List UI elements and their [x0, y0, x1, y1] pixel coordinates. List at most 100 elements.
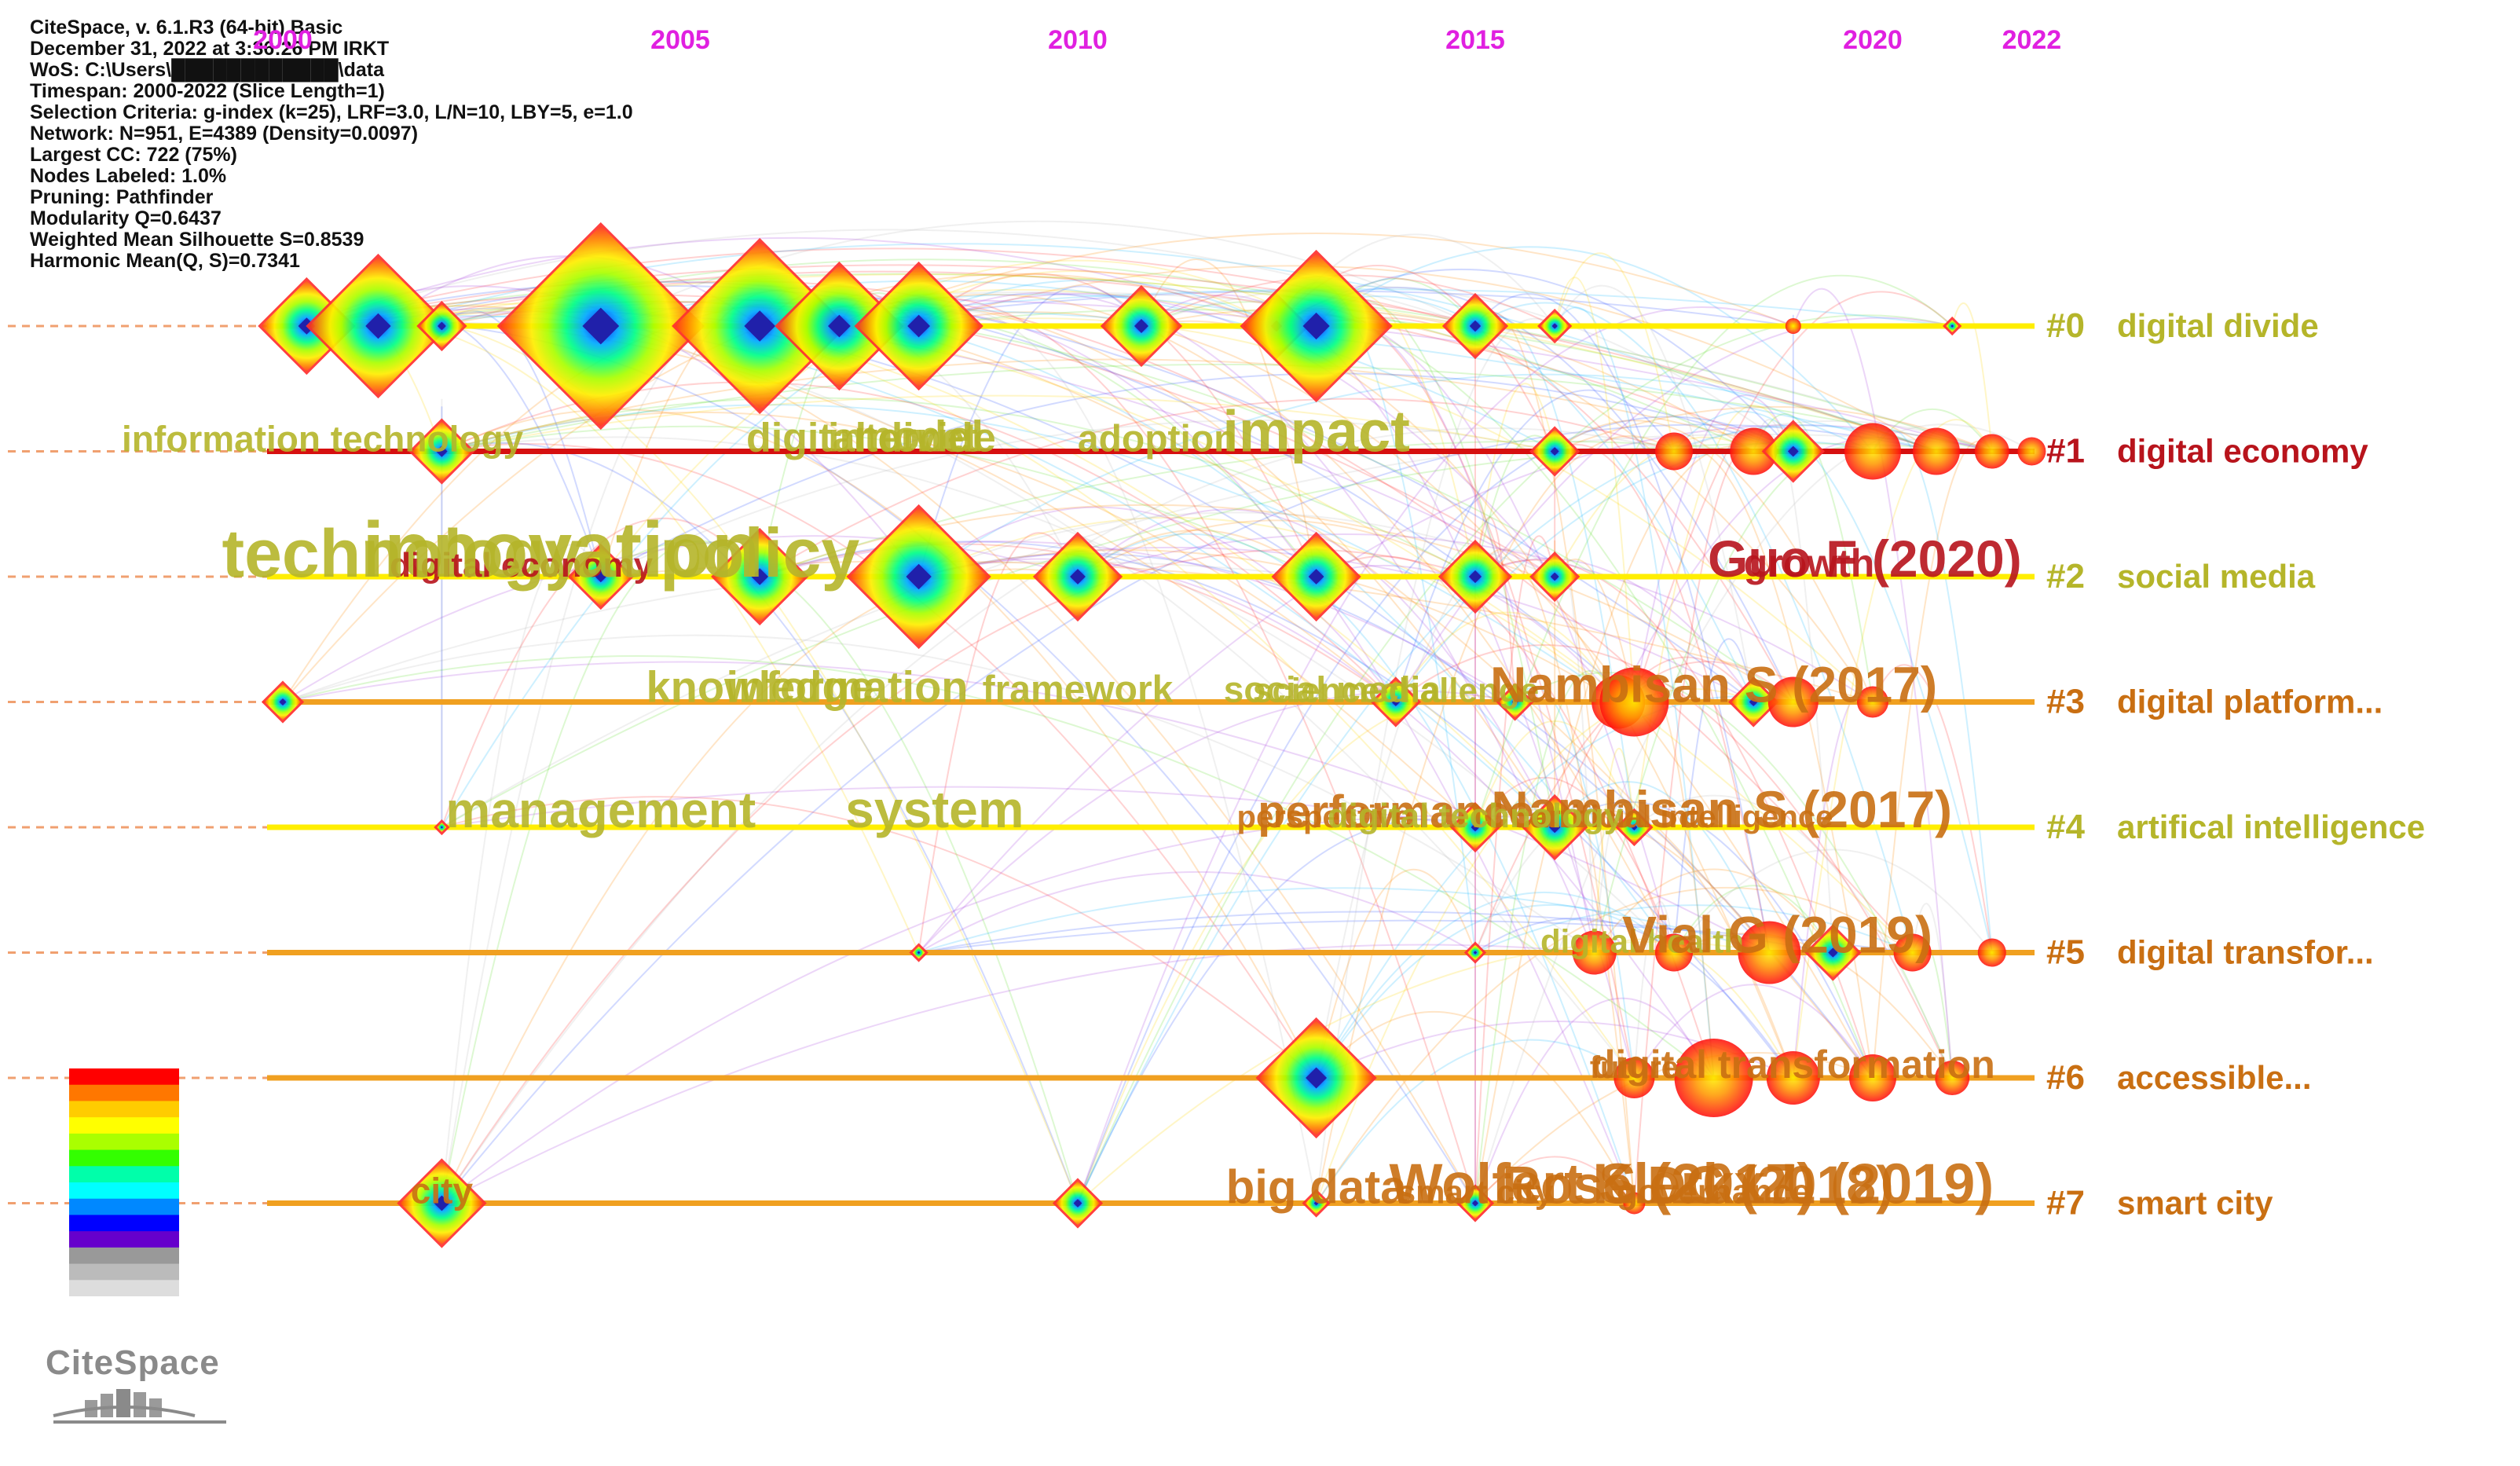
cluster-id[interactable]: #6 [2046, 1058, 2085, 1097]
cluster-label[interactable]: digital platform... [2117, 684, 2383, 720]
term-label: growth [1744, 541, 1875, 585]
cluster-id[interactable]: #3 [2046, 683, 2085, 721]
citation-link [1593, 868, 1834, 954]
term-label: artificial intelligence [1531, 800, 1833, 834]
node-core [1308, 569, 1324, 585]
citation-link [1395, 643, 1954, 1079]
node-circle[interactable] [1767, 676, 1819, 728]
node-core [906, 563, 932, 590]
node-circle[interactable] [1738, 921, 1801, 984]
citation-link [441, 423, 1937, 1204]
term-label: model [854, 412, 983, 461]
cluster-id[interactable]: #7 [2046, 1184, 2085, 1222]
cluster-id[interactable]: #4 [2046, 808, 2085, 846]
node-core [1469, 320, 1482, 332]
citation-link [1474, 776, 1675, 953]
node-core [1134, 319, 1148, 333]
citation-link [918, 511, 1555, 577]
citation-link [1673, 848, 1993, 954]
node-core [907, 314, 930, 338]
citation-link [1911, 903, 1954, 1079]
citation-link [1141, 274, 1555, 327]
citation-link [1315, 904, 1675, 1079]
cluster-id[interactable]: #1 [2046, 432, 2085, 471]
node-circle[interactable] [1599, 667, 1669, 737]
node-circle[interactable] [1844, 423, 1901, 480]
node-circle[interactable] [1974, 434, 2009, 469]
node-circle[interactable] [1857, 686, 1888, 718]
cluster-label[interactable]: smart city [2117, 1185, 2273, 1222]
cluster-label[interactable]: digital economy [2117, 433, 2368, 470]
legend-swatch [69, 1280, 179, 1296]
term-label: science [1253, 672, 1379, 710]
node-circle[interactable] [1785, 318, 1801, 334]
cluster-label[interactable]: social media [2117, 558, 2316, 595]
term-labels: information technology internet adoption di… [122, 399, 2022, 1216]
citation-link [441, 280, 1914, 954]
citation-link [306, 315, 1555, 828]
cluster-id[interactable]: #0 [2046, 306, 2085, 345]
citation-link [1394, 389, 1675, 702]
node-circle[interactable] [1730, 427, 1778, 475]
node-circle[interactable] [2017, 437, 2046, 466]
node-circle[interactable] [1977, 938, 2006, 967]
citation-link [1872, 440, 1993, 1079]
node-circle[interactable] [1912, 427, 1960, 475]
citation-link [1633, 900, 1675, 1079]
cluster-id[interactable]: #2 [2046, 557, 2085, 596]
citation-link [1673, 885, 1834, 954]
cluster-label[interactable]: artifical intelligence [2117, 808, 2425, 845]
legend-swatch [69, 1182, 179, 1200]
node-core [1550, 447, 1559, 456]
term-label: Klerkx L (2019) [1592, 1153, 1994, 1216]
citation-link [1633, 291, 1953, 702]
citation-link [1792, 691, 1874, 1079]
node-core [440, 826, 443, 829]
node-circle[interactable] [1935, 1061, 1970, 1095]
cluster-labels: #0 digital divide #1 digital economy #2 socia… [2046, 306, 2425, 1222]
term-label: digital divide [746, 416, 996, 461]
legend-swatch [69, 1117, 179, 1134]
cluster-label[interactable]: accessible... [2117, 1059, 2312, 1096]
citation-link [918, 424, 1993, 954]
legend-swatch [69, 1231, 179, 1248]
citation-link [1077, 819, 1476, 1204]
citation-link [1872, 664, 1993, 953]
term-label: digital transformation [1591, 1043, 1995, 1087]
citation-link [1315, 548, 1555, 1079]
year-tick-label: 2015 [1445, 25, 1505, 55]
term-label: performance [1258, 786, 1533, 837]
selection-criteria: Selection Criteria: g-index (k=25), LRF=… [30, 101, 633, 123]
node-circle[interactable] [1613, 1057, 1655, 1098]
term-label: social media [1224, 669, 1441, 710]
node-circle[interactable] [1674, 1039, 1753, 1117]
citation-link [441, 786, 1476, 828]
node-circle[interactable] [1623, 1192, 1646, 1215]
node-circle[interactable] [1766, 1051, 1820, 1105]
node-core [1551, 323, 1558, 329]
citation-link [1593, 747, 1635, 953]
cluster-label[interactable]: digital transfor... [2117, 934, 2374, 971]
cluster-label[interactable]: digital divide [2117, 307, 2319, 344]
term-label: policy [660, 514, 859, 592]
node-core [1468, 570, 1482, 584]
citation-link [1554, 252, 1675, 452]
citation-link [1077, 314, 1953, 1204]
citation-link [441, 815, 1635, 1204]
node-circle[interactable] [1893, 933, 1932, 972]
node-core [1472, 1200, 1478, 1207]
citation-link [1474, 720, 1635, 828]
node-circle[interactable] [1849, 1054, 1896, 1101]
node-circle[interactable] [1572, 930, 1617, 975]
node-circle[interactable] [1655, 933, 1693, 972]
citation-link [918, 690, 1515, 954]
citation-link [441, 544, 602, 1204]
node-core [582, 307, 620, 345]
year-axis: 2000 2005 2010 2015 2020 2022 [253, 25, 2061, 55]
node-circle[interactable] [1655, 432, 1693, 471]
year-tick-label: 2020 [1843, 25, 1903, 55]
cluster-id[interactable]: #5 [2046, 933, 2085, 972]
node-core [1302, 312, 1330, 340]
citation-link [1474, 302, 1914, 953]
